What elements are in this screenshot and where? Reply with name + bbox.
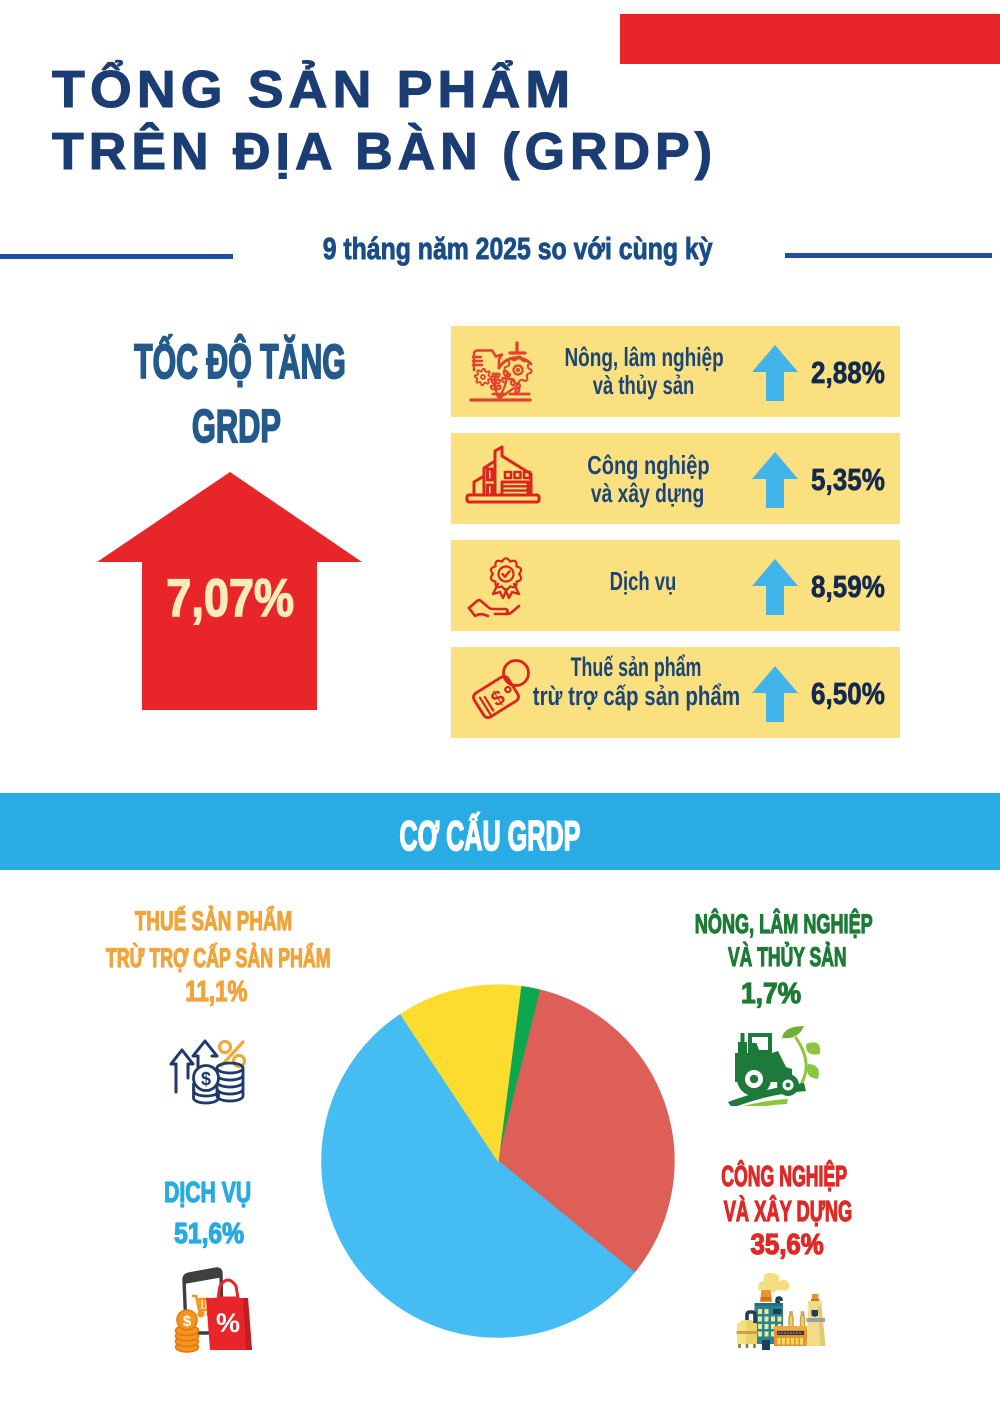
svg-text:%: %: [216, 1308, 240, 1338]
svg-text:$: $: [201, 1069, 211, 1089]
svg-text:$: $: [183, 1313, 192, 1330]
